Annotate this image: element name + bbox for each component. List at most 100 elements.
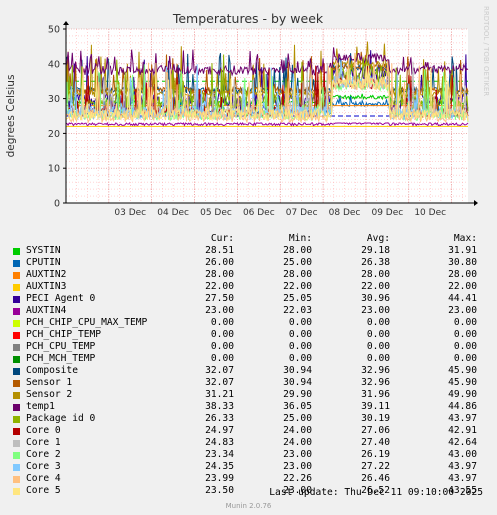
legend-label: Core 2 (26, 449, 61, 460)
legend-max-value: 0.00 (453, 341, 477, 352)
x-tick-label: 04 Dec (157, 208, 189, 218)
legend-cur-value: 24.35 (205, 461, 234, 472)
legend-label: Package id 0 (26, 413, 96, 424)
legend-cur-value: 0.00 (210, 341, 234, 352)
legend-cur-value: 32.07 (205, 365, 234, 376)
legend-label: AUXTIN4 (26, 305, 67, 316)
legend-cur-value: 31.21 (205, 389, 234, 400)
y-tick-label: 50 (48, 25, 60, 36)
legend-swatch (13, 344, 20, 351)
munin-version: Munin 2.0.76 (225, 502, 272, 510)
legend-label: CPUTIN (26, 257, 61, 268)
legend-swatch (13, 488, 20, 495)
legend-swatch (13, 452, 20, 459)
legend-avg-value: 30.19 (361, 413, 390, 424)
legend-min-value: 28.00 (283, 269, 312, 280)
legend-max-value: 0.00 (453, 317, 477, 328)
legend-entry-pch-mch-temp: PCH_MCH_TEMP 0.00 0.00 0.00 0.00 (0, 353, 497, 365)
legend-avg-value: 0.00 (366, 353, 390, 364)
legend-entry-auxtin3: AUXTIN3 22.00 22.00 22.00 22.00 (0, 281, 497, 293)
legend-header: Cur: Min: Avg: Max: (0, 233, 497, 245)
header-avg: Avg: (366, 233, 390, 244)
y-ticks: 0 10 20 30 40 50 (48, 25, 66, 210)
x-tick-label: 06 Dec (243, 208, 275, 218)
x-axis-arrow (474, 200, 478, 206)
legend-cur-value: 23.99 (205, 473, 234, 484)
legend-label: PECI Agent 0 (26, 293, 96, 304)
legend-max-value: 30.80 (448, 257, 477, 268)
legend-avg-value: 0.00 (366, 329, 390, 340)
y-tick-label: 20 (48, 129, 60, 140)
x-tick-label: 08 Dec (329, 208, 361, 218)
legend-entry-pch-chip-temp: PCH_CHIP_TEMP 0.00 0.00 0.00 0.00 (0, 329, 497, 341)
legend-avg-value: 26.19 (361, 449, 390, 460)
legend-avg-value: 0.00 (366, 341, 390, 352)
legend-max-value: 0.00 (453, 353, 477, 364)
header-cur: Cur: (210, 233, 234, 244)
legend-label: PCH_MCH_TEMP (26, 353, 96, 364)
legend-min-value: 25.00 (283, 413, 312, 424)
legend-label: PCH_CHIP_TEMP (26, 329, 102, 340)
legend-swatch (13, 260, 20, 267)
legend-min-value: 0.00 (288, 329, 312, 340)
legend-swatch (13, 440, 20, 447)
chart-area: Temperatures - by week degrees Celsius R… (0, 0, 497, 232)
legend-avg-value: 26.38 (361, 257, 390, 268)
legend-avg-value: 23.00 (361, 305, 390, 316)
legend-swatch (13, 416, 20, 423)
legend-avg-value: 26.52 (361, 485, 390, 496)
legend-max-value: 31.91 (448, 245, 477, 256)
legend-max-value: 49.90 (448, 389, 477, 400)
legend-swatch (13, 284, 20, 291)
legend-min-value: 23.00 (283, 485, 312, 496)
x-tick-label: 10 Dec (414, 208, 446, 218)
legend-avg-value: 31.96 (361, 389, 390, 400)
rrdtool-label: RRDTOOL / TOBI OETIKER (482, 6, 490, 96)
legend-avg-value: 30.96 (361, 293, 390, 304)
legend-max-value: 42.91 (448, 425, 477, 436)
x-ticks: 03 Dec 04 Dec 05 Dec 06 Dec 07 Dec 08 Dec 09 D… (114, 208, 446, 218)
legend-max-value: 43.97 (448, 473, 477, 484)
legend-min-value: 30.94 (283, 377, 312, 388)
x-tick-label: 05 Dec (200, 208, 232, 218)
legend-label: Sensor 2 (26, 389, 73, 400)
legend-swatch (13, 368, 20, 375)
x-tick-label: 03 Dec (114, 208, 146, 218)
legend-entry-peci-agent-0: PECI Agent 0 27.50 25.05 30.96 44.41 (0, 293, 497, 305)
legend-swatch (13, 332, 20, 339)
legend-entry-pch-cpu-temp: PCH_CPU_TEMP 0.00 0.00 0.00 0.00 (0, 341, 497, 353)
legend-entry-core-4: Core 4 23.99 22.26 26.46 43.97 (0, 473, 497, 485)
legend-entry-core-1: Core 1 24.83 24.00 27.40 42.64 (0, 437, 497, 449)
legend-label: Composite (26, 365, 78, 376)
legend-avg-value: 28.00 (361, 269, 390, 280)
legend-max-value: 43.97 (448, 413, 477, 424)
series-line-auxtin4 (65, 121, 469, 127)
legend-cur-value: 38.33 (205, 401, 234, 412)
legend-avg-value: 27.22 (361, 461, 390, 472)
legend-max-value: 45.90 (448, 377, 477, 388)
x-tick-label: 07 Dec (286, 208, 318, 218)
legend-swatch (13, 392, 20, 399)
legend-min-value: 23.00 (283, 461, 312, 472)
header-min: Min: (288, 233, 312, 244)
legend-entry-sensor-2: Sensor 2 31.21 29.90 31.96 49.90 (0, 389, 497, 401)
legend-label: temp1 (26, 401, 55, 412)
legend-min-value: 36.05 (283, 401, 312, 412)
legend-max-value: 23.00 (448, 305, 477, 316)
legend-cur-value: 28.51 (205, 245, 234, 256)
x-tick-label: 09 Dec (371, 208, 403, 218)
legend-label: Core 0 (26, 425, 61, 436)
legend-cur-value: 23.00 (205, 305, 234, 316)
legend-entry-core-3: Core 3 24.35 23.00 27.22 43.97 (0, 461, 497, 473)
legend-min-value: 30.94 (283, 365, 312, 376)
legend-min-value: 24.00 (283, 425, 312, 436)
legend-min-value: 28.00 (283, 245, 312, 256)
legend-entry-core-0: Core 0 24.97 24.00 27.06 42.91 (0, 425, 497, 437)
legend-max-value: 44.86 (448, 401, 477, 412)
legend-max-value: 28.00 (448, 269, 477, 280)
legend-avg-value: 0.00 (366, 317, 390, 328)
legend-entry-pch-chip-cpu-max-temp: PCH_CHIP_CPU_MAX_TEMP 0.00 0.00 0.00 0.00 (0, 317, 497, 329)
legend-cur-value: 23.50 (205, 485, 234, 496)
legend-cur-value: 32.07 (205, 377, 234, 388)
legend-entry-auxtin4: AUXTIN4 23.00 22.03 23.00 23.00 (0, 305, 497, 317)
